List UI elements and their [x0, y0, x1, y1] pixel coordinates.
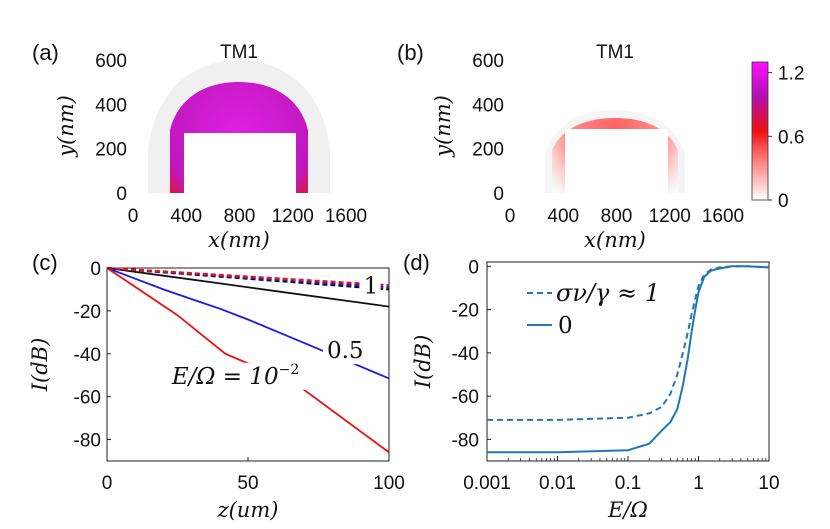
panel-label-b: (b) — [397, 40, 424, 65]
legend-label-solid: 0 — [558, 313, 573, 339]
annotation-superscript: −2 — [279, 362, 300, 378]
ytick-c: -80 — [74, 431, 101, 452]
ytick-c: -20 — [74, 302, 101, 323]
axis-ticks-d: 0.001 0.01 0.1 1 10 0 -20 -40 -60 -80 E/Ω I(dB) — [411, 257, 780, 522]
ytick-b: 200 — [472, 140, 504, 161]
xtick-d: 10 — [758, 473, 779, 494]
ytick-d: 0 — [468, 257, 479, 278]
ytick-b: 0 — [493, 184, 504, 205]
ylabel-a: y(nm) — [54, 95, 78, 158]
panel-label-c: (c) — [32, 250, 58, 275]
panel-a: TM1 0 400 800 1200 1600 0 200 400 600 x(nm) y(nm) — [54, 42, 367, 252]
annotation-bg — [359, 272, 381, 300]
waveguide-b — [565, 129, 668, 193]
xtick-d: 0.1 — [615, 473, 641, 494]
ylabel-d: I(dB) — [411, 335, 435, 390]
colorbar-tick-label: 1.2 — [778, 64, 804, 85]
xtick-d: 0.001 — [463, 473, 511, 494]
ytick-d: -80 — [452, 430, 479, 451]
annotation-bg — [322, 337, 370, 365]
title-a: TM1 — [220, 42, 258, 63]
colorbar-ticks: 0 0.6 1.2 — [768, 64, 804, 212]
ytick-a: 600 — [95, 51, 127, 72]
axis-ticks-a: 0 400 800 1200 1600 0 200 400 600 x(nm) y(nm) — [54, 51, 367, 252]
panel-label-a: (a) — [32, 40, 59, 65]
series-line — [106, 266, 390, 289]
annotations-c: 1 0.5 E/Ω = 10−2 — [168, 272, 381, 390]
xtick-c: 100 — [373, 473, 405, 494]
xtick-a: 400 — [170, 206, 202, 227]
xtick-a: 800 — [224, 206, 256, 227]
legend-d: σν/γ ≈ 1 0 — [527, 279, 660, 339]
ytick-d: -40 — [452, 344, 479, 365]
colorbar-tick-label: 0 — [778, 191, 789, 212]
xtick-d: 1 — [693, 473, 704, 494]
xtick-d: 0.01 — [539, 473, 576, 494]
xlabel-a: x(nm) — [208, 228, 270, 252]
xlabel-b: x(nm) — [584, 228, 646, 252]
xtick-b: 800 — [601, 206, 633, 227]
xtick-c: 0 — [102, 473, 113, 494]
xlabel-d: E/Ω — [607, 498, 648, 522]
xtick-a: 1200 — [272, 206, 314, 227]
ytick-c: 0 — [90, 259, 101, 280]
axis-ticks-b: 0 400 800 1200 1600 0 200 400 600 x(nm) y(nm) — [431, 51, 744, 252]
panel-label-d: (d) — [403, 250, 430, 275]
xtick-b: 400 — [547, 206, 579, 227]
panel-d: 0.001 0.01 0.1 1 10 0 -20 -40 -60 -80 E/Ω I(dB) σν/… — [411, 257, 780, 522]
annotation-label: 0.5 — [327, 338, 364, 364]
annotation-label: 1 — [364, 274, 379, 300]
series-line — [106, 267, 390, 308]
xtick-b: 1200 — [649, 206, 691, 227]
xtick-a: 1600 — [325, 206, 367, 227]
legend-label-dashed: σν/γ ≈ 1 — [556, 279, 660, 307]
ytick-a: 400 — [95, 95, 127, 116]
ylabel-c: I(dB) — [28, 338, 52, 393]
ylabel-b: y(nm) — [431, 95, 455, 158]
ytick-a: 200 — [95, 140, 127, 161]
panel-c: 0 50 100 0 -20 -40 -60 -80 z(um) I(dB) 1 0.5 E/Ω = … — [28, 259, 405, 522]
ytick-b: 400 — [472, 95, 504, 116]
xlabel-c: z(um) — [217, 498, 279, 522]
series-line — [106, 266, 390, 291]
colorbar-tick-label: 0.6 — [778, 127, 804, 148]
colorbar — [751, 61, 769, 201]
waveguide-a — [184, 133, 296, 193]
axis-ticks-c: 0 50 100 0 -20 -40 -60 -80 z(um) I(dB) — [28, 259, 405, 522]
xtick-c: 50 — [237, 473, 258, 494]
annotation-label: E/Ω = 10−2 — [171, 362, 299, 390]
panel-b: TM1 0 400 800 1200 16000200400600x(nm)y(nm) … — [431, 42, 804, 252]
ytick-d: -20 — [452, 301, 479, 322]
title-b: TM1 — [596, 42, 634, 63]
ytick-c: -60 — [74, 388, 101, 409]
series-d — [487, 265, 770, 454]
series-line — [106, 267, 390, 454]
ytick-a: 0 — [116, 184, 127, 205]
xtick-b: 0 — [505, 206, 516, 227]
xtick-b: 1600 — [702, 206, 744, 227]
xtick-a: 0 — [128, 206, 139, 227]
series-line — [487, 265, 770, 421]
annotation-bg — [168, 362, 319, 390]
ytick-b: 600 — [472, 51, 504, 72]
ytick-d: -60 — [452, 387, 479, 408]
ytick-c: -40 — [74, 345, 101, 366]
series-line — [106, 266, 390, 287]
series-line — [487, 265, 770, 454]
